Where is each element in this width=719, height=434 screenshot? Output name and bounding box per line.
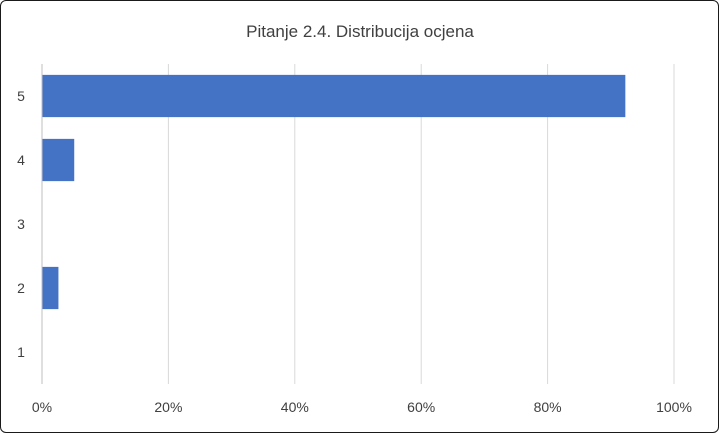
chart-title: Pitanje 2.4. Distribucija ocjena	[246, 22, 474, 41]
x-tick-label: 60%	[407, 399, 435, 415]
x-tick-label: 80%	[534, 399, 562, 415]
bar-5	[42, 74, 626, 118]
y-tick-labels: 5 4 3 2 1	[17, 88, 25, 360]
y-tick-label: 5	[17, 88, 25, 104]
y-tick-label: 3	[17, 216, 25, 232]
bars	[42, 74, 626, 310]
x-tick-label: 100%	[656, 399, 692, 415]
bar-2	[42, 266, 59, 310]
y-tick-label: 1	[17, 344, 25, 360]
x-tick-label: 20%	[154, 399, 182, 415]
x-tick-labels: 0% 20% 40% 60% 80% 100%	[32, 399, 692, 415]
y-tick-label: 2	[17, 280, 25, 296]
x-tick-label: 40%	[281, 399, 309, 415]
y-tick-label: 4	[17, 152, 25, 168]
gridlines	[167, 64, 675, 384]
x-tick-label: 0%	[32, 399, 52, 415]
bar-4	[42, 138, 75, 182]
